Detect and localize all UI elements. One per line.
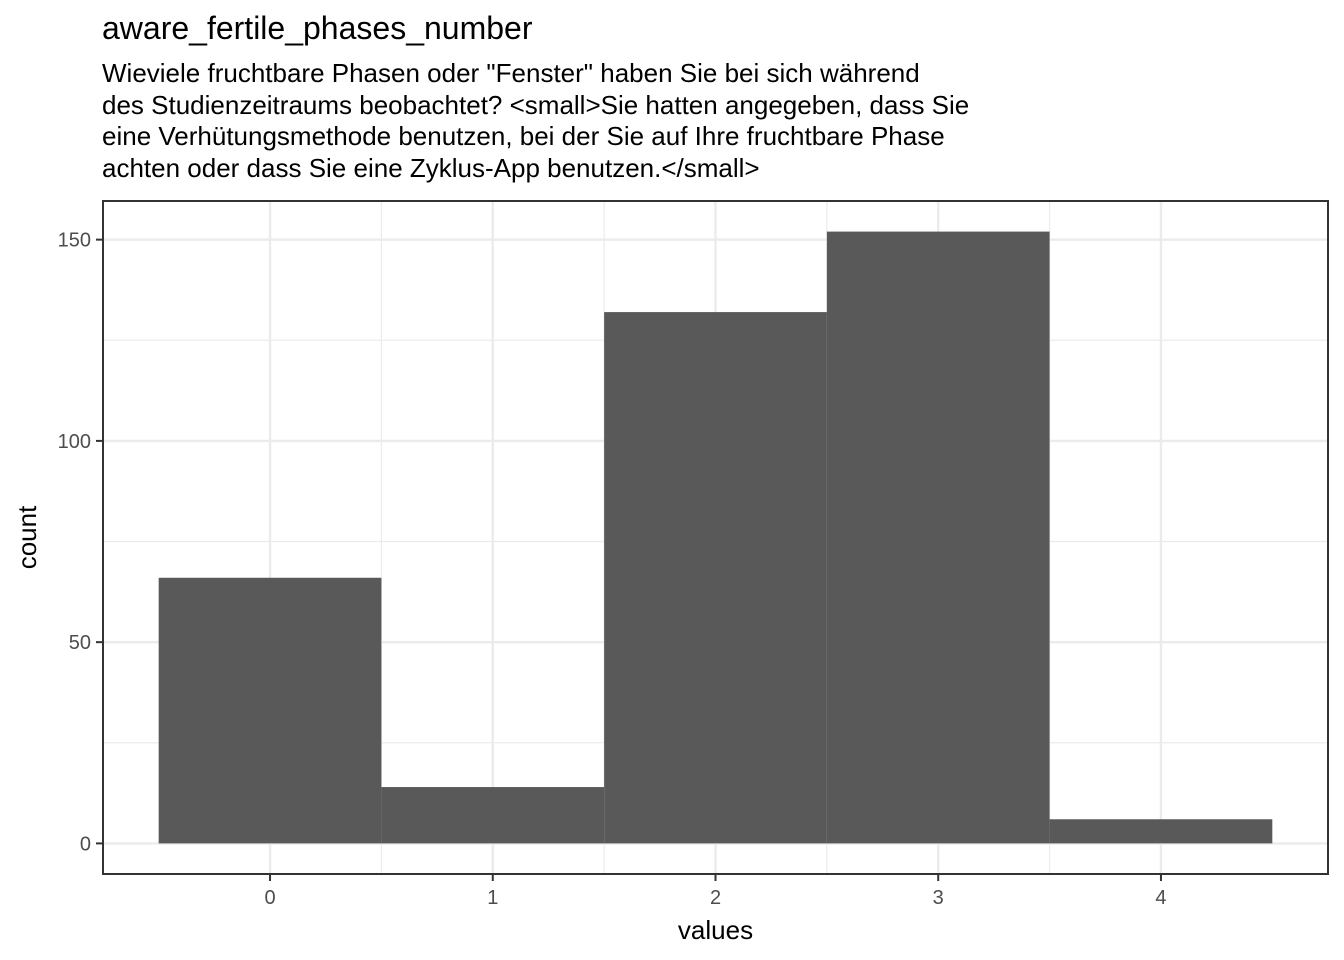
- y-tick-label: 0: [80, 833, 91, 855]
- subtitle-line: eine Verhütungsmethode benutzen, bei der…: [102, 121, 945, 151]
- bar-2: [604, 312, 827, 844]
- chart-title: aware_fertile_phases_number: [102, 10, 533, 46]
- x-axis: 0 1 2 3 4: [264, 874, 1167, 909]
- subtitle-line: Wieviele fruchtbare Phasen oder "Fenster…: [102, 58, 920, 88]
- y-tick-label: 100: [58, 431, 91, 453]
- y-tick-label: 50: [69, 632, 91, 654]
- bar-0: [158, 577, 382, 844]
- bar-4: [1049, 819, 1273, 844]
- y-tick-label: 150: [58, 230, 91, 252]
- bar-1: [381, 787, 605, 844]
- y-axis: 0 50 100 150: [58, 230, 103, 855]
- x-tick-label: 3: [933, 887, 944, 909]
- x-tick-label: 0: [264, 887, 275, 909]
- x-tick-label: 2: [710, 887, 721, 909]
- bar-3: [826, 231, 1050, 844]
- x-tick-label: 4: [1155, 887, 1166, 909]
- y-axis-title: count: [12, 505, 42, 569]
- x-axis-title: values: [678, 915, 753, 945]
- subtitle-line: des Studienzeitraums beobachtet? <small>…: [102, 89, 970, 120]
- subtitle-line: achten oder dass Sie eine Zyklus-App ben…: [102, 152, 760, 183]
- x-tick-label: 1: [487, 887, 498, 909]
- chart-subtitle: Wieviele fruchtbare Phasen oder "Fenster…: [102, 58, 1202, 184]
- bars: [158, 231, 1273, 844]
